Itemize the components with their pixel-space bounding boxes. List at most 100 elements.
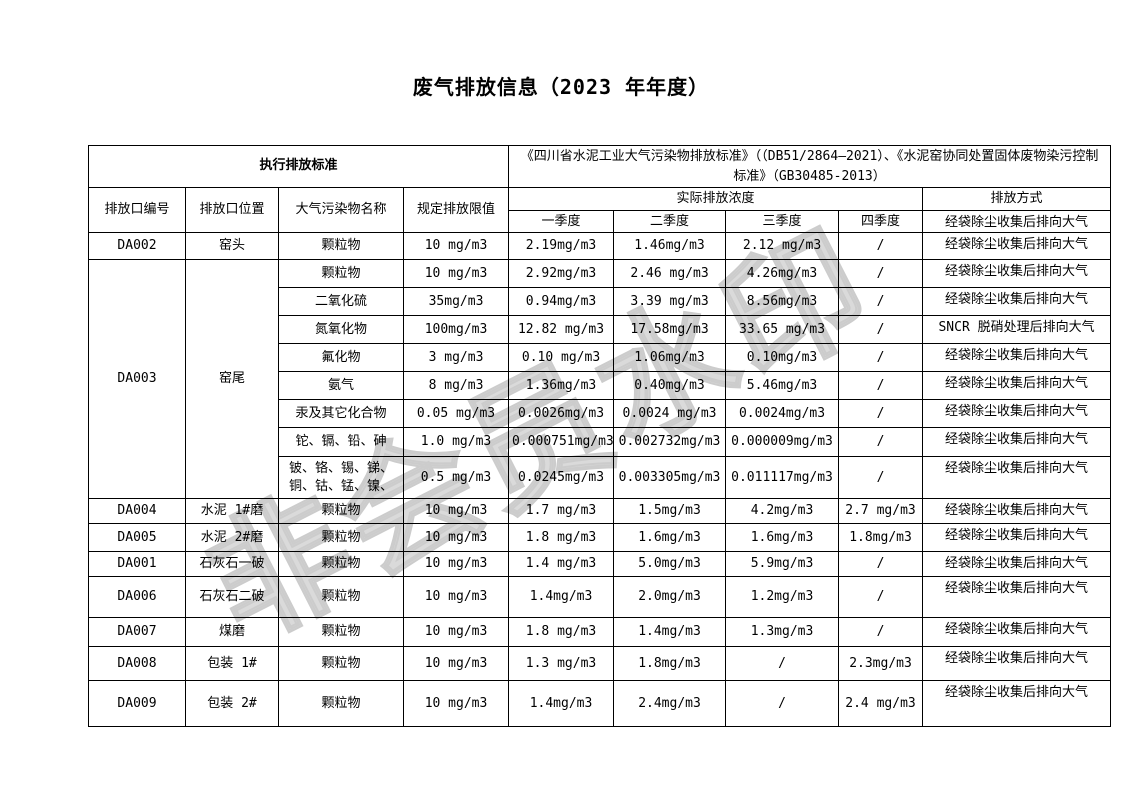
column-header-q2: 二季度 (613, 209, 727, 234)
limit-cell: 10 mg/m3 (402, 498, 510, 525)
limit-cell: 10 mg/m3 (402, 680, 510, 728)
limit-cell: 10 mg/m3 (402, 646, 510, 682)
emission-method-cell: 经袋除尘收集后排向大气 (922, 523, 1112, 553)
quarter-value-cell-q3: 0.011117mg/m3 (725, 456, 840, 500)
emission-method-cell: 经袋除尘收集后排向大气 (922, 617, 1112, 648)
limit-cell: 10 mg/m3 (402, 232, 510, 261)
quarter-value-cell-q4: / (838, 315, 924, 345)
emission-method-cell: 经袋除尘收集后排向大气 (922, 456, 1112, 500)
column-header-q3: 三季度 (725, 209, 840, 234)
table-row: 氟化物 3 mg/m3 0.10 mg/m3 1.06mg/m3 0.10mg/m3/经… (89, 343, 1112, 373)
table-header-row-columns: 排放口编号 排放口位置 大气污染物名称 规定排放限值 实际排放浓度 排放方式 (88, 186, 1112, 234)
quarter-value-cell-q3: 5.9mg/m3 (725, 551, 840, 578)
column-header-outlet-location: 排放口位置 (185, 186, 279, 234)
table-row: 氮氧化物 100mg/m3 12.82 mg/m3 17.58mg/m3 33.65 m… (89, 315, 1112, 345)
quarter-value-cell-q1: 2.92mg/m3 (508, 259, 615, 289)
pollutant-cell: 颗粒物 (278, 576, 404, 619)
quarter-value-cell-q3: 1.6mg/m3 (725, 523, 840, 553)
pollutant-cell: 二氧化硫 (278, 287, 404, 317)
table-row: DA007 煤磨 颗粒物 10 mg/m3 1.8 mg/m3 1.4mg/m3 1.3mg… (88, 617, 1112, 648)
outlet-id-cell: DA008 (88, 646, 186, 682)
quarter-value-cell-q2: 1.8mg/m3 (613, 646, 727, 682)
quarter-value-cell-q2: 5.0mg/m3 (613, 551, 727, 578)
outlet-location-cell: 窑头 (185, 232, 279, 261)
column-header-outlet-id: 排放口编号 (88, 186, 186, 234)
emission-method-cell: 经袋除尘收集后排向大气 (922, 343, 1112, 373)
limit-cell: 10 mg/m3 (402, 523, 510, 553)
quarter-value-cell-q4: / (838, 617, 924, 648)
limit-cell: 10 mg/m3 (402, 259, 510, 289)
quarter-value-cell-q2: 2.0mg/m3 (613, 576, 727, 619)
quarter-value-cell-q3: 4.26mg/m3 (725, 259, 840, 289)
quarter-value-cell-q2: 0.003305mg/m3 (613, 456, 727, 500)
quarter-value-cell-q4: / (838, 343, 924, 373)
outlet-location-cell: 石灰石二破 (185, 576, 279, 619)
quarter-value-cell-q2: 0.002732mg/m3 (613, 427, 727, 458)
emission-method-cell: 经袋除尘收集后排向大气 (922, 399, 1112, 429)
quarter-value-cell-q1: 0.0026mg/m3 (508, 399, 615, 429)
quarter-value-cell-q3: 0.000009mg/m3 (725, 427, 840, 458)
outlet-location-cell: 包装 2# (185, 680, 279, 728)
quarter-value-cell-q4: / (838, 456, 924, 500)
exec-standard-header: 执行排放标准 (87, 145, 510, 188)
quarter-value-cell-q2: 1.06mg/m3 (613, 343, 727, 373)
emission-method-cell: 经袋除尘收集后排向大气 (922, 371, 1112, 401)
pollutant-cell: 颗粒物 (278, 232, 404, 261)
quarter-value-cell-q3: 5.46mg/m3 (725, 371, 840, 401)
limit-cell: 10 mg/m3 (402, 551, 510, 578)
emission-method-cell: 经袋除尘收集后排向大气 (922, 576, 1112, 619)
quarter-value-cell-q1: 1.8 mg/m3 (508, 617, 615, 648)
quarter-value-cell-q4: / (838, 287, 924, 317)
emissions-table-body: DA002 窑头 颗粒物 10 mg/m3 2.19mg/m3 1.46mg/m3 2.12… (88, 232, 1112, 728)
quarter-value-cell-q1: 0.0245mg/m3 (508, 456, 615, 500)
column-header-q1: 一季度 (508, 209, 615, 234)
outlet-id-cell: DA001 (88, 551, 186, 578)
pollutant-cell: 铊、镉、铅、砷 (278, 427, 404, 458)
outlet-location-cell: 煤磨 (185, 617, 279, 648)
emission-method-cell: 经袋除尘收集后排向大气 (922, 259, 1112, 289)
column-header-pollutant: 大气污染物名称 (278, 186, 404, 234)
table-row: DA004 水泥 1#磨 颗粒物 10 mg/m3 1.7 mg/m3 1.5mg/m3 4… (88, 498, 1112, 525)
table-row: 二氧化硫 35mg/m3 0.94mg/m3 3.39 mg/m3 8.56mg/m3/… (89, 287, 1112, 317)
pollutant-cell: 氟化物 (278, 343, 404, 373)
quarter-value-cell-q2: 1.5mg/m3 (613, 498, 727, 525)
outlet-id-cell: DA007 (88, 617, 186, 648)
table-row: 铊、镉、铅、砷 1.0 mg/m3 0.000751mg/m3 0.002732mg/… (89, 427, 1112, 458)
column-header-limit: 规定排放限值 (402, 186, 510, 234)
emission-method-cell: 经袋除尘收集后排向大气 (922, 498, 1112, 525)
emission-method-cell: 经袋除尘收集后排向大气 (922, 427, 1112, 458)
quarter-value-cell-q3: 2.12 mg/m3 (725, 232, 840, 261)
quarter-value-cell-q3: 1.2mg/m3 (725, 576, 840, 619)
quarter-value-cell-q1: 1.8 mg/m3 (508, 523, 615, 553)
quarter-value-cell-q1: 0.94mg/m3 (508, 287, 615, 317)
outlet-id-cell: DA003 (88, 259, 186, 500)
quarter-value-cell-q2: 0.0024 mg/m3 (613, 399, 727, 429)
emissions-table: 执行排放标准 《四川省水泥工业大气污染物排放标准》（（DB51/2864—202… (87, 145, 1112, 728)
emission-method-cell: 经袋除尘收集后排向大气 (922, 646, 1112, 682)
outlet-location-cell: 水泥 1#磨 (185, 498, 279, 525)
outlet-location-cell: 水泥 2#磨 (185, 523, 279, 553)
pollutant-cell: 颗粒物 (278, 523, 404, 553)
column-header-actual-concentration: 实际排放浓度 (508, 187, 924, 211)
pollutant-cell: 颗粒物 (278, 617, 404, 648)
table-row: DA006 石灰石二破 颗粒物 10 mg/m3 1.4mg/m3 2.0mg/m3 1.2… (88, 576, 1112, 619)
quarter-value-cell-q1: 0.10 mg/m3 (508, 343, 615, 373)
quarter-value-cell-q2: 2.46 mg/m3 (613, 259, 727, 289)
quarter-value-cell-q2: 1.4mg/m3 (613, 617, 727, 648)
emission-method-cell: 经袋除尘收集后排向大气 (922, 232, 1112, 261)
quarter-value-cell-q1: 1.4mg/m3 (508, 576, 615, 619)
quarter-value-cell-q4: 1.8mg/m3 (838, 523, 924, 553)
table-row: DA005 水泥 2#磨 颗粒物 10 mg/m3 1.8 mg/m3 1.6mg/m3 1… (88, 523, 1112, 553)
emission-method-cell: 经袋除尘收集后排向大气 (922, 287, 1112, 317)
column-header-q4: 四季度 (838, 209, 924, 234)
limit-cell: 1.0 mg/m3 (402, 427, 510, 458)
quarter-value-cell-q4: / (838, 399, 924, 429)
quarter-value-cell-q2: 1.6mg/m3 (613, 523, 727, 553)
pollutant-cell: 颗粒物 (278, 259, 404, 289)
quarter-value-cell-q4: / (838, 551, 924, 578)
page-title: 废气排放信息（2023 年年度） (412, 75, 710, 99)
pollutant-cell: 氨气 (278, 371, 404, 401)
quarter-value-cell-q2: 17.58mg/m3 (613, 315, 727, 345)
column-header-emission-method: 排放方式 (922, 187, 1112, 211)
